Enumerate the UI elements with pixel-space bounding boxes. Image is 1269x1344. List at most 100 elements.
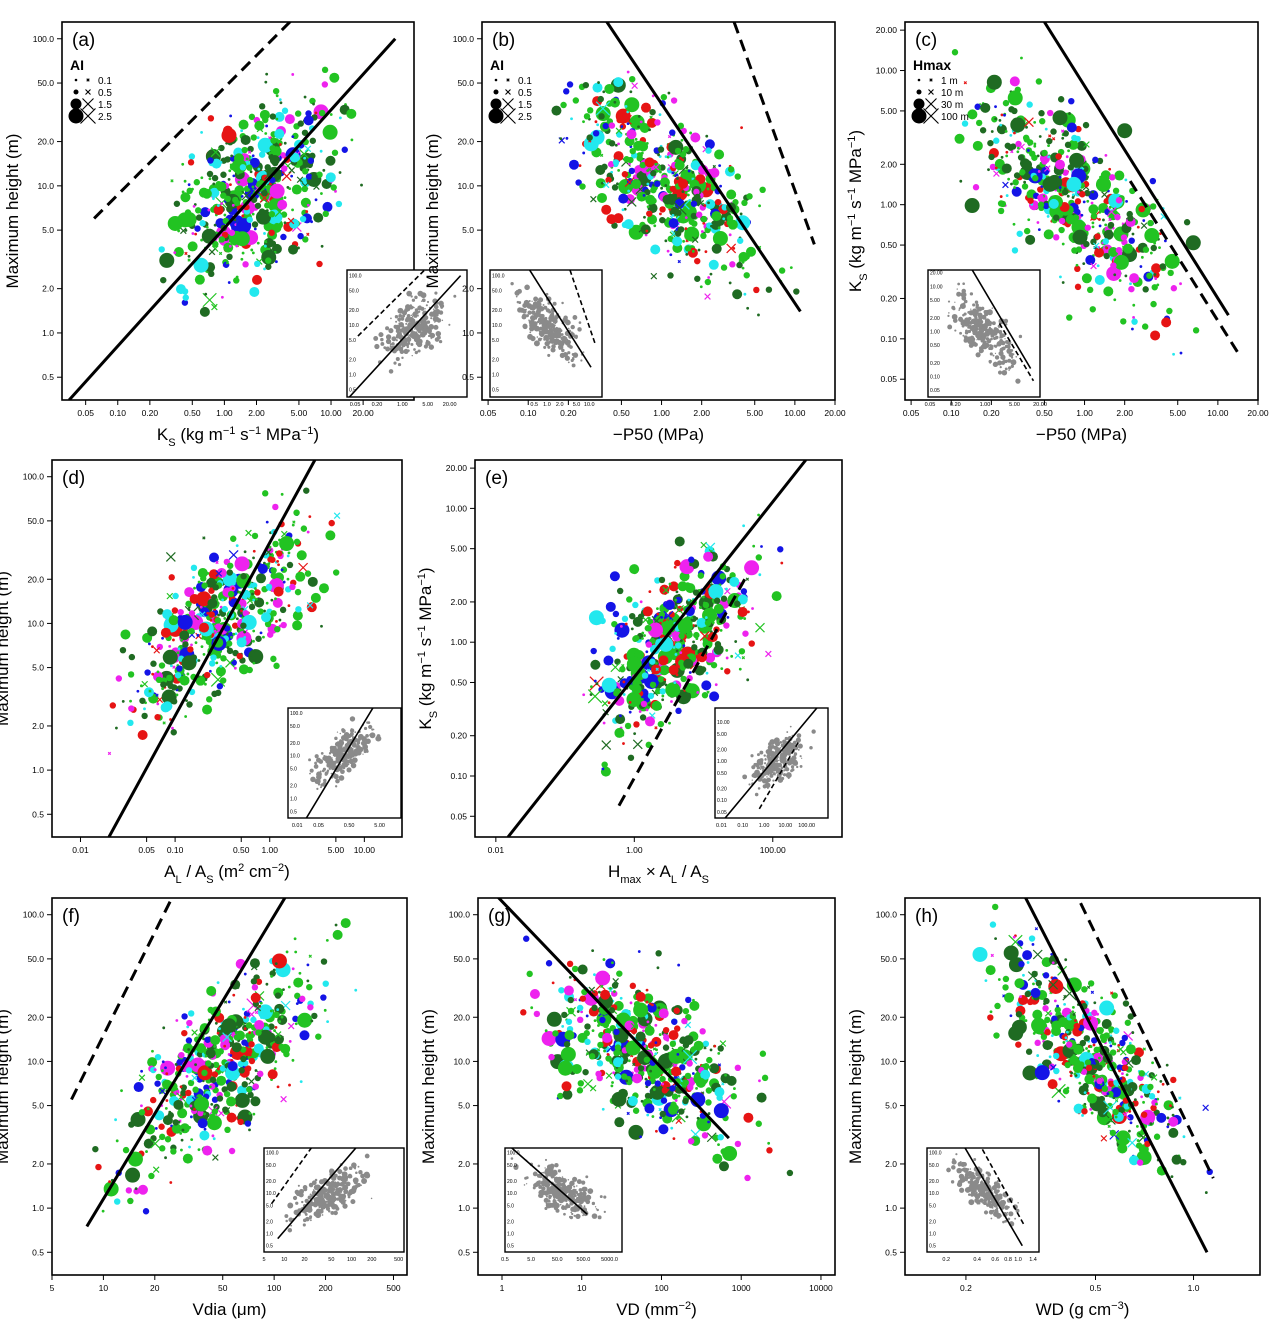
data-point — [168, 216, 183, 231]
data-point — [287, 578, 290, 581]
data-point — [694, 624, 697, 627]
data-point — [179, 1132, 182, 1135]
data-point — [675, 160, 685, 170]
data-point — [613, 213, 623, 223]
data-point — [203, 653, 206, 656]
inset-point — [308, 758, 311, 761]
data-point — [194, 179, 200, 185]
data-point — [191, 232, 194, 235]
data-point — [1001, 114, 1004, 117]
data-point — [249, 656, 252, 659]
inset-point — [785, 767, 789, 771]
data-point — [1158, 246, 1161, 249]
data-point — [278, 1020, 281, 1023]
data-point-cross — [765, 651, 771, 657]
data-point — [1007, 144, 1013, 150]
data-point — [183, 674, 186, 677]
data-point — [144, 669, 150, 675]
data-point — [744, 560, 759, 575]
y-tick-label: 50.0 — [37, 78, 54, 88]
data-point — [688, 557, 694, 563]
data-point — [1058, 227, 1064, 233]
data-point — [1120, 318, 1126, 324]
data-point — [669, 253, 672, 256]
data-point — [260, 1049, 275, 1064]
data-point — [1079, 191, 1085, 197]
data-point — [744, 293, 747, 296]
data-point — [181, 163, 184, 166]
inset-y-tick-label: 10.00 — [930, 284, 943, 290]
data-point — [301, 198, 311, 208]
inset-point — [427, 301, 429, 303]
data-point — [673, 646, 676, 649]
data-point — [300, 216, 306, 222]
data-point — [120, 647, 126, 653]
data-point — [237, 637, 247, 647]
data-point — [638, 226, 641, 229]
data-point — [183, 294, 189, 300]
data-point — [302, 186, 308, 192]
inset-point — [979, 349, 983, 353]
data-point — [1099, 225, 1102, 228]
data-point-cross — [633, 740, 642, 749]
inset-point — [541, 314, 544, 317]
data-point — [252, 599, 255, 602]
data-point — [609, 140, 615, 146]
data-point — [252, 185, 255, 188]
data-point — [1117, 123, 1132, 138]
data-point — [683, 659, 693, 669]
inset-point — [343, 1205, 346, 1208]
data-point — [189, 1105, 192, 1108]
data-point — [661, 94, 667, 100]
data-point — [282, 108, 288, 114]
inset-point — [811, 729, 815, 733]
data-point — [676, 174, 679, 177]
data-point — [596, 123, 599, 126]
data-point — [229, 245, 232, 248]
data-point — [159, 253, 174, 268]
data-point-cross — [334, 513, 340, 519]
data-point-cross — [1061, 130, 1064, 133]
data-point — [212, 175, 218, 181]
inset-point — [948, 301, 950, 303]
data-point — [235, 159, 241, 165]
data-point — [270, 155, 280, 165]
data-point — [622, 171, 628, 177]
data-point — [216, 1076, 226, 1086]
data-point — [1109, 206, 1112, 209]
inset-point — [368, 725, 372, 729]
x-axis-label: Hmax × AL / AS — [608, 862, 709, 886]
y-tick-label: 10.0 — [457, 181, 474, 191]
x-tick-label: 10.00 — [784, 408, 806, 418]
data-point — [624, 97, 639, 112]
data-point — [1033, 142, 1036, 145]
inset-point — [964, 312, 967, 315]
data-point — [699, 606, 702, 609]
inset-point — [314, 764, 319, 769]
inset-point — [337, 752, 340, 755]
data-point — [195, 275, 205, 285]
data-point — [172, 593, 178, 599]
data-point — [295, 1022, 298, 1025]
y-tick-label: 20.0 — [27, 574, 44, 584]
data-point — [176, 665, 182, 671]
inset-point — [752, 772, 758, 778]
legend-entry-label: 1.5 — [98, 100, 112, 111]
inset-point — [433, 316, 439, 322]
data-point — [209, 553, 219, 563]
data-point — [230, 536, 236, 542]
data-point — [959, 180, 962, 183]
data-point — [207, 1115, 222, 1130]
inset-point — [552, 341, 554, 343]
data-point — [1131, 318, 1137, 324]
data-point — [712, 621, 715, 624]
data-point — [188, 628, 194, 634]
data-point — [705, 199, 715, 209]
data-point — [638, 115, 641, 118]
data-point — [254, 261, 260, 267]
inset-point — [970, 336, 974, 340]
inset-point — [970, 327, 974, 331]
data-point — [685, 166, 688, 169]
data-point — [1076, 264, 1079, 267]
data-point-cross — [216, 561, 219, 564]
